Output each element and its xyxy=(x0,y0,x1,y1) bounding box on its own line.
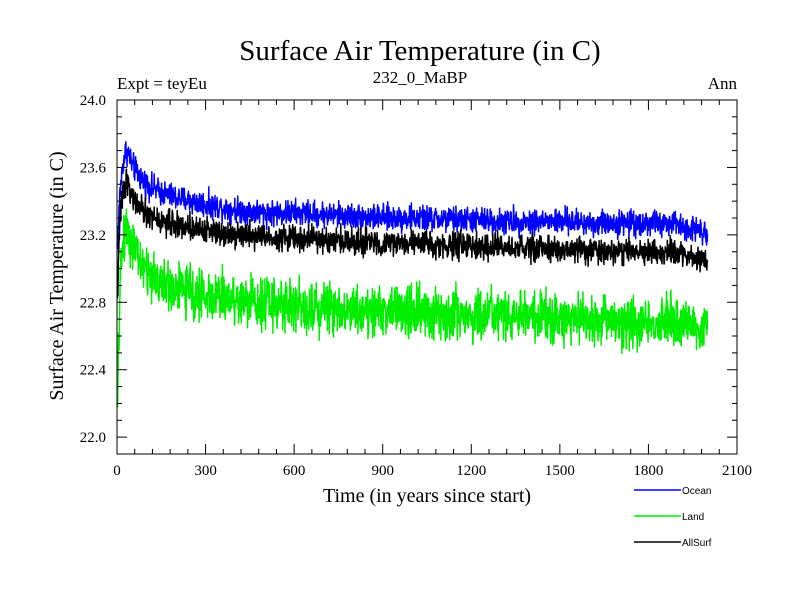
chart-title: Surface Air Temperature (in C) xyxy=(239,35,600,67)
axes-layer: 0 300 600 900 1200 1500 1800 2100 22.0 22.4 22.8 23… xyxy=(80,93,752,479)
y-tick-label: 22.8 xyxy=(80,295,106,311)
series-line-land xyxy=(116,208,709,408)
plot-frame xyxy=(116,99,738,455)
y-tick-label: 23.2 xyxy=(80,228,106,244)
y-tick-label: 22.4 xyxy=(80,363,107,379)
x-axis-label: Time (in years since start) xyxy=(323,485,531,507)
y-tick-label: 23.6 xyxy=(80,160,107,176)
chart-subtitle: 232_0_MaBP xyxy=(373,68,467,87)
series-line-ocean xyxy=(116,141,709,250)
season-label: Ann xyxy=(708,74,738,93)
y-axis-label: Surface Air Temperature (in C) xyxy=(46,151,68,400)
legend: Ocean Land AllSurf xyxy=(634,486,712,549)
legend-label-ocean: Ocean xyxy=(682,486,711,497)
x-tick-label: 0 xyxy=(113,463,121,479)
x-tick-label: 300 xyxy=(194,463,217,479)
y-tick-label: 22.0 xyxy=(80,430,106,446)
x-tick-label: 600 xyxy=(283,463,306,479)
legend-label-land: Land xyxy=(682,512,704,523)
x-tick-label: 2100 xyxy=(722,463,752,479)
series-layer xyxy=(116,141,709,408)
x-tick-label: 1500 xyxy=(545,463,575,479)
x-tick-label: 1200 xyxy=(456,463,486,479)
series-line-allsurf xyxy=(116,168,709,299)
y-tick-label: 24.0 xyxy=(80,93,106,109)
experiment-label: Expt = teyEu xyxy=(117,74,207,93)
x-tick-label: 1800 xyxy=(633,463,663,479)
x-tick-label: 900 xyxy=(371,463,394,479)
legend-label-allsurf: AllSurf xyxy=(682,538,712,549)
